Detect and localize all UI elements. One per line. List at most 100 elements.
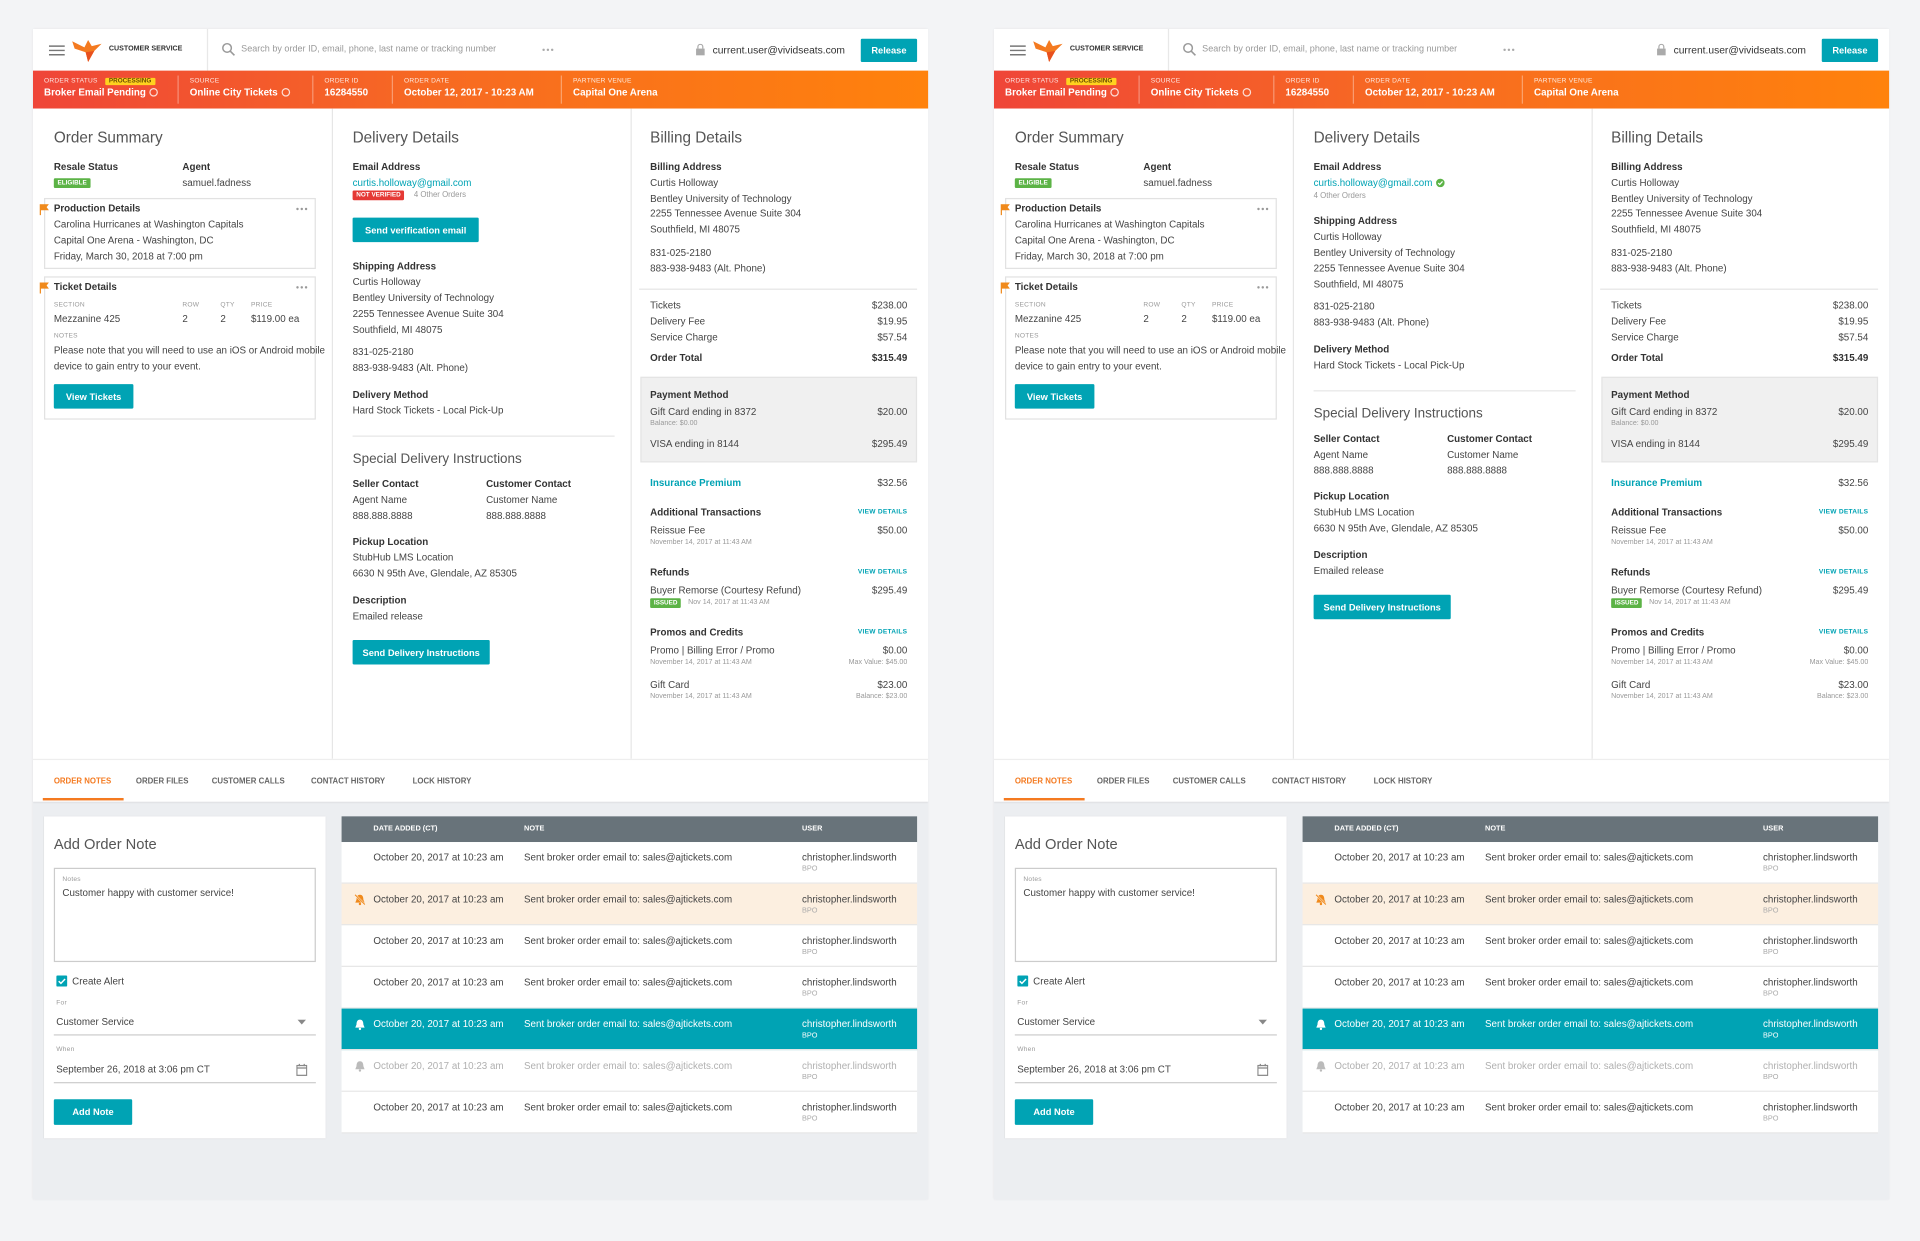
info-icon bbox=[281, 88, 290, 97]
alert-off-icon bbox=[1315, 893, 1327, 906]
flag-icon bbox=[1000, 204, 1010, 216]
select-value[interactable]: Customer Service bbox=[1017, 1016, 1096, 1028]
add-note-button[interactable]: Add Note bbox=[1014, 1099, 1094, 1125]
column-divider bbox=[331, 108, 334, 759]
checkbox[interactable] bbox=[1017, 975, 1029, 987]
note-textarea[interactable] bbox=[53, 867, 316, 963]
table-row[interactable] bbox=[1302, 883, 1879, 926]
tab[interactable]: ORDER FILES bbox=[135, 777, 189, 786]
view-tickets-button[interactable]: View Tickets bbox=[1014, 384, 1095, 409]
phone: 831-025-2180 bbox=[1611, 247, 1673, 259]
search-input[interactable]: Search by order ID, email, phone, last n… bbox=[1202, 43, 1458, 55]
item-amount: $50.00 bbox=[1838, 525, 1869, 537]
tab[interactable]: CUSTOMER CALLS bbox=[1172, 777, 1246, 786]
ticket-notes: Please note that you will need to use an… bbox=[53, 344, 326, 372]
note-textarea[interactable] bbox=[1014, 867, 1277, 963]
status-label: PARTNER VENUE bbox=[573, 77, 632, 86]
release-button[interactable]: Release bbox=[860, 38, 918, 63]
menu-icon[interactable] bbox=[1009, 45, 1026, 56]
tab[interactable]: CONTACT HISTORY bbox=[1271, 777, 1347, 786]
input-underline bbox=[53, 1082, 316, 1084]
other-orders[interactable]: 4 Other Orders bbox=[1313, 192, 1366, 201]
status-bar bbox=[994, 70, 1890, 109]
calendar-icon[interactable] bbox=[296, 1063, 308, 1076]
send-instructions-button[interactable]: Send Delivery Instructions bbox=[352, 640, 490, 665]
table-row[interactable] bbox=[341, 883, 918, 926]
note-role: BPO bbox=[801, 865, 818, 874]
send-instructions-button[interactable]: Send Delivery Instructions bbox=[1313, 594, 1451, 620]
address-line: Bentley University of Technology bbox=[1611, 192, 1753, 204]
view-details-link[interactable]: VIEW DETAILS bbox=[1818, 628, 1869, 637]
verify-button[interactable]: Send verification email bbox=[352, 217, 479, 243]
table-row[interactable] bbox=[1302, 1091, 1879, 1134]
note-user: christopher.lindsworth bbox=[801, 893, 897, 905]
table-row[interactable] bbox=[341, 1008, 918, 1051]
search-input[interactable]: Search by order ID, email, phone, last n… bbox=[241, 43, 497, 55]
tab[interactable]: LOCK HISTORY bbox=[1373, 777, 1433, 786]
calendar-icon[interactable] bbox=[1257, 1063, 1269, 1076]
address-line: 2255 Tennessee Avenue Suite 304 bbox=[352, 308, 504, 320]
item-name: Promo | Billing Error / Promo bbox=[650, 645, 775, 657]
tab-bar bbox=[994, 758, 1890, 802]
more-icon[interactable] bbox=[295, 285, 308, 290]
input-underline bbox=[53, 1034, 316, 1036]
add-note-button[interactable]: Add Note bbox=[53, 1099, 133, 1125]
status-bar bbox=[33, 70, 929, 109]
table-row[interactable] bbox=[341, 966, 918, 1009]
email-link[interactable]: curtis.holloway@gmail.com bbox=[352, 177, 472, 189]
table-row[interactable] bbox=[1302, 1050, 1879, 1092]
payment-amount: $20.00 bbox=[1838, 406, 1869, 418]
view-details-link[interactable]: VIEW DETAILS bbox=[1818, 568, 1869, 577]
table-row[interactable] bbox=[1302, 1008, 1879, 1051]
event-line: Carolina Hurricanes at Washington Capita… bbox=[1014, 219, 1205, 231]
view-details-link[interactable]: VIEW DETAILS bbox=[857, 508, 908, 517]
input-label: When bbox=[56, 1046, 75, 1054]
event-line: Friday, March 30, 2018 at 7:00 pm bbox=[53, 250, 203, 262]
tab[interactable]: LOCK HISTORY bbox=[412, 777, 472, 786]
more-icon[interactable] bbox=[1256, 207, 1269, 212]
table-row[interactable] bbox=[341, 925, 918, 967]
release-button[interactable]: Release bbox=[1821, 38, 1879, 63]
column-divider bbox=[1591, 108, 1593, 759]
item-date: November 14, 2017 at 11:43 AM bbox=[1611, 539, 1713, 547]
more-icon[interactable] bbox=[295, 207, 308, 212]
other-orders[interactable]: 4 Other Orders bbox=[413, 190, 467, 200]
more-icon[interactable] bbox=[1256, 285, 1269, 290]
email-link[interactable]: curtis.holloway@gmail.com bbox=[1313, 177, 1433, 189]
section-heading: Additional Transactions bbox=[650, 506, 762, 518]
field-label: Billing Address bbox=[1611, 161, 1683, 173]
tab[interactable]: CONTACT HISTORY bbox=[310, 777, 386, 786]
more-icon[interactable] bbox=[1502, 47, 1515, 52]
note-date: October 20, 2017 at 10:23 am bbox=[1334, 977, 1465, 989]
table-row[interactable] bbox=[341, 842, 918, 884]
tab[interactable]: CUSTOMER CALLS bbox=[211, 777, 285, 786]
select-value[interactable]: Customer Service bbox=[56, 1016, 135, 1028]
event-line: Carolina Hurricanes at Washington Capita… bbox=[53, 219, 244, 231]
total-label: Order Total bbox=[650, 352, 703, 364]
address-line: Curtis Holloway bbox=[1611, 177, 1680, 189]
address-line: Bentley University of Technology bbox=[650, 192, 792, 204]
status-badge: PROCESSING bbox=[105, 77, 155, 86]
table-row[interactable] bbox=[341, 1091, 918, 1134]
table-row[interactable] bbox=[1302, 966, 1879, 1009]
alert-off-icon bbox=[354, 893, 366, 906]
table-row[interactable] bbox=[1302, 842, 1879, 884]
checkbox[interactable] bbox=[56, 975, 68, 987]
address-line: 6630 N 95th Ave, Glendale, AZ 85305 bbox=[352, 568, 517, 580]
date-value[interactable]: September 26, 2018 at 3:06 pm CT bbox=[56, 1063, 210, 1075]
tab[interactable]: ORDER FILES bbox=[1096, 777, 1150, 786]
table-row[interactable] bbox=[341, 1050, 918, 1092]
insurance-link[interactable]: Insurance Premium bbox=[650, 477, 742, 489]
tab[interactable]: ORDER NOTES bbox=[1014, 777, 1073, 786]
view-details-link[interactable]: VIEW DETAILS bbox=[857, 568, 908, 577]
charge-name: Tickets bbox=[650, 299, 681, 311]
view-details-link[interactable]: VIEW DETAILS bbox=[1818, 508, 1869, 517]
date-value[interactable]: September 26, 2018 at 3:06 pm CT bbox=[1017, 1063, 1171, 1075]
menu-icon[interactable] bbox=[48, 45, 65, 56]
more-icon[interactable] bbox=[541, 47, 554, 52]
view-tickets-button[interactable]: View Tickets bbox=[53, 384, 134, 409]
insurance-link[interactable]: Insurance Premium bbox=[1611, 477, 1703, 489]
view-details-link[interactable]: VIEW DETAILS bbox=[857, 628, 908, 637]
table-row[interactable] bbox=[1302, 925, 1879, 967]
tab[interactable]: ORDER NOTES bbox=[53, 777, 112, 786]
